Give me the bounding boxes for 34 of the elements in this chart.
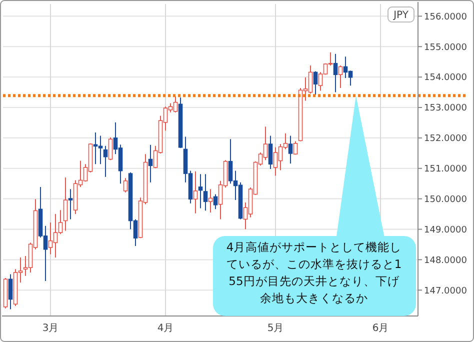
candlestick	[148, 144, 153, 183]
candlestick	[68, 188, 73, 220]
candlestick	[208, 188, 213, 214]
x-tick-label: 3月	[42, 323, 59, 334]
candlestick	[293, 140, 298, 156]
y-tick-label: 154.0000	[424, 73, 468, 84]
annotation: 4月高値がサポートとして機能しているが、この水準を抜けると155円が目先の天井となり、下げ余地も大きくなるか	[226, 240, 402, 305]
x-tick-label: 4月	[157, 323, 174, 334]
candlestick	[203, 174, 208, 212]
candlestick	[333, 53, 338, 93]
y-tick-label: 150.0000	[424, 194, 468, 205]
x-tick-label: 5月	[267, 323, 284, 334]
candlestick	[8, 274, 13, 310]
candlestick	[268, 135, 273, 170]
y-tick-label: 148.0000	[424, 256, 468, 266]
candlestick	[213, 194, 218, 210]
y-tick-label: 153.0000	[424, 104, 468, 114]
candlestick	[338, 64, 343, 89]
y-tick-label: 147.0000	[424, 286, 468, 296]
candlestick	[108, 136, 113, 161]
y-tick-label: 155.0000	[424, 42, 468, 53]
candlestick	[123, 178, 128, 193]
candlestick	[63, 177, 68, 232]
candlestick	[313, 70, 318, 96]
y-tick-label: 151.0000	[424, 164, 468, 175]
y-tick-label: 152.0000	[424, 134, 468, 144]
y-axis-title: JPY	[392, 10, 410, 21]
x-tick-label: 6月	[372, 323, 389, 334]
y-tick-label: 156.0000	[424, 12, 468, 22]
candlestick	[103, 145, 108, 178]
candlestick	[198, 174, 203, 209]
y-tick-label: 149.0000	[424, 225, 468, 236]
candlestick	[288, 135, 293, 164]
candlestick	[193, 170, 198, 214]
